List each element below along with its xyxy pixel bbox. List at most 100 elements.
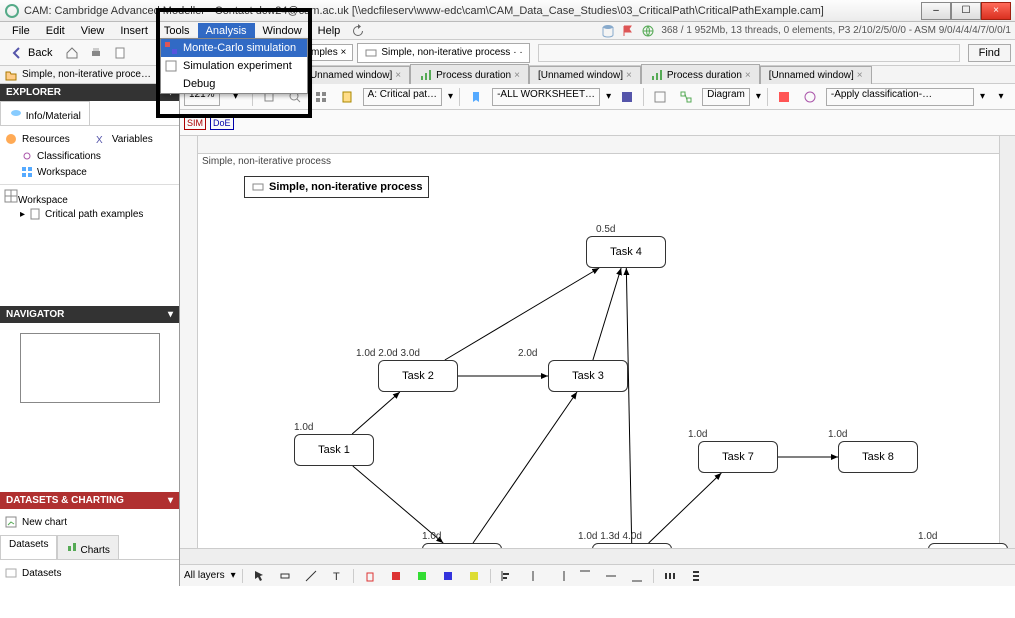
distribute-v-icon[interactable]	[686, 566, 706, 586]
doc-icon[interactable]	[337, 87, 357, 107]
search-input[interactable]	[538, 44, 960, 62]
align-left-icon[interactable]	[497, 566, 517, 586]
toolbar-sim: SIM DoE	[180, 110, 1015, 136]
palette-icon[interactable]	[800, 87, 820, 107]
menu-help[interactable]: Help	[310, 23, 349, 39]
db-icon	[601, 24, 615, 38]
scrollbar-vertical[interactable]	[999, 136, 1015, 548]
new-chart-button[interactable]: New chart	[4, 513, 175, 531]
task-node-t8[interactable]: Task 8	[838, 441, 918, 473]
link-tool-icon[interactable]	[301, 566, 321, 586]
task-duration-t8: 1.0d	[828, 429, 847, 440]
tab-unnamed-1[interactable]: Unnamed window]×	[301, 66, 410, 84]
diagram-icon[interactable]	[676, 87, 696, 107]
globe-icon	[641, 24, 655, 38]
menu-file[interactable]: File	[4, 23, 38, 39]
worksheet-combo[interactable]: -ALL WORKSHEET…	[492, 88, 600, 106]
align-right-icon[interactable]	[549, 566, 569, 586]
menu-window[interactable]: Window	[255, 23, 310, 39]
shape3-icon[interactable]	[438, 566, 458, 586]
menu-tools[interactable]: Tools	[156, 23, 198, 39]
minimize-button[interactable]: –	[921, 2, 951, 20]
tab-unnamed-3[interactable]: [Unnamed window]×	[760, 66, 872, 84]
navigator-header[interactable]: NAVIGATOR▾	[0, 306, 179, 323]
menu-debug[interactable]: Debug	[161, 75, 307, 93]
task-node-t6[interactable]: Task 6	[592, 543, 672, 548]
datasets-header[interactable]: DATASETS & CHARTING▾	[0, 492, 179, 509]
pointer-icon[interactable]	[249, 566, 269, 586]
text-tool-icon[interactable]: T	[327, 566, 347, 586]
variables-label[interactable]: Variables	[112, 134, 153, 145]
tab-process-duration-1[interactable]: Process duration×	[410, 64, 529, 85]
shape2-icon[interactable]	[412, 566, 432, 586]
home-icon[interactable]	[62, 43, 82, 63]
datasets-row[interactable]: Datasets	[4, 564, 175, 582]
save-icon[interactable]	[617, 87, 637, 107]
align-middle-icon[interactable]	[601, 566, 621, 586]
shape1-icon[interactable]	[386, 566, 406, 586]
menu-monte-carlo[interactable]: Monte-Carlo simulation	[161, 39, 307, 57]
main-area: EXPLORER▾ Info/Material Resources XVaria…	[0, 84, 1015, 586]
node-tool-icon[interactable]	[275, 566, 295, 586]
menu-view[interactable]: View	[73, 23, 113, 39]
tab-datasets[interactable]: Datasets	[0, 535, 57, 559]
task-node-t1[interactable]: Task 1	[294, 434, 374, 466]
scrollbar-horizontal[interactable]	[180, 548, 1015, 564]
task-node-t9[interactable]: Task 9	[928, 543, 1008, 548]
bookmark-icon[interactable]	[466, 87, 486, 107]
layout-icon[interactable]	[650, 87, 670, 107]
sim-icon[interactable]: SIM	[184, 116, 206, 130]
task-node-t7[interactable]: Task 7	[698, 441, 778, 473]
navigator-thumbnail[interactable]	[20, 333, 160, 403]
canvas[interactable]: Simple, non-iterative process Simple, no…	[198, 136, 1015, 548]
close-button[interactable]: ×	[981, 2, 1011, 20]
explorer-header[interactable]: EXPLORER▾	[0, 84, 179, 101]
tab-process-duration-2[interactable]: Process duration×	[641, 64, 760, 85]
resources-label[interactable]: Resources	[22, 134, 70, 145]
tree-classifications[interactable]: Classifications	[4, 148, 175, 164]
menu-insert[interactable]: Insert	[112, 23, 156, 39]
tree-workspace[interactable]: Workspace	[4, 164, 175, 180]
task-node-t3[interactable]: Task 3	[548, 360, 628, 392]
align-top-icon[interactable]	[575, 566, 595, 586]
layers-combo[interactable]: All layers	[184, 570, 225, 581]
back-button[interactable]: Back	[4, 43, 58, 63]
task-node-t5[interactable]: Task 5	[422, 543, 502, 548]
tab-info-material[interactable]: Info/Material	[0, 101, 90, 125]
shape4-icon[interactable]	[464, 566, 484, 586]
task-duration-t3: 2.0d	[518, 348, 537, 359]
menu-analysis[interactable]: Analysis	[198, 23, 255, 39]
doc-icon[interactable]	[110, 43, 130, 63]
grid-icon[interactable]	[311, 87, 331, 107]
process-label[interactable]: Simple, non-iterative process	[244, 176, 429, 198]
align-center-icon[interactable]	[523, 566, 543, 586]
flag-icon	[621, 24, 635, 38]
find-button[interactable]: Find	[968, 44, 1011, 62]
chart-icon	[66, 539, 80, 553]
menu-simulation-experiment[interactable]: Simulation experiment	[161, 57, 307, 75]
task-node-t2[interactable]: Task 2	[378, 360, 458, 392]
tab-unnamed-2[interactable]: [Unnamed window]×	[529, 66, 641, 84]
print-icon[interactable]	[86, 43, 106, 63]
critical-path-combo[interactable]: A: Critical pat…	[363, 88, 442, 106]
maximize-button[interactable]: ☐	[951, 2, 981, 20]
workspace-row[interactable]: Workspace	[4, 189, 175, 206]
process-tab[interactable]: Simple, non-iterative process · ·	[357, 43, 529, 63]
open-icon[interactable]	[4, 68, 18, 82]
doe-icon[interactable]: DoE	[210, 116, 234, 130]
task-duration-t1: 1.0d	[294, 422, 313, 433]
classification-combo[interactable]: -Apply classification-…	[826, 88, 974, 106]
menu-edit[interactable]: Edit	[38, 23, 73, 39]
explorer-tabs: Info/Material	[0, 101, 179, 126]
diagram-combo[interactable]: Diagram	[702, 88, 750, 106]
task-node-t4[interactable]: Task 4	[586, 236, 666, 268]
grid-icon	[4, 189, 18, 203]
arrow-down-icon[interactable]: ▾	[991, 87, 1011, 107]
delete-icon[interactable]	[360, 566, 380, 586]
color-icon[interactable]	[774, 87, 794, 107]
align-bottom-icon[interactable]	[627, 566, 647, 586]
tree-critical-path[interactable]: ▸ Critical path examples	[4, 206, 175, 222]
distribute-h-icon[interactable]	[660, 566, 680, 586]
tab-charts[interactable]: Charts	[57, 535, 118, 559]
refresh-icon[interactable]	[348, 21, 368, 41]
